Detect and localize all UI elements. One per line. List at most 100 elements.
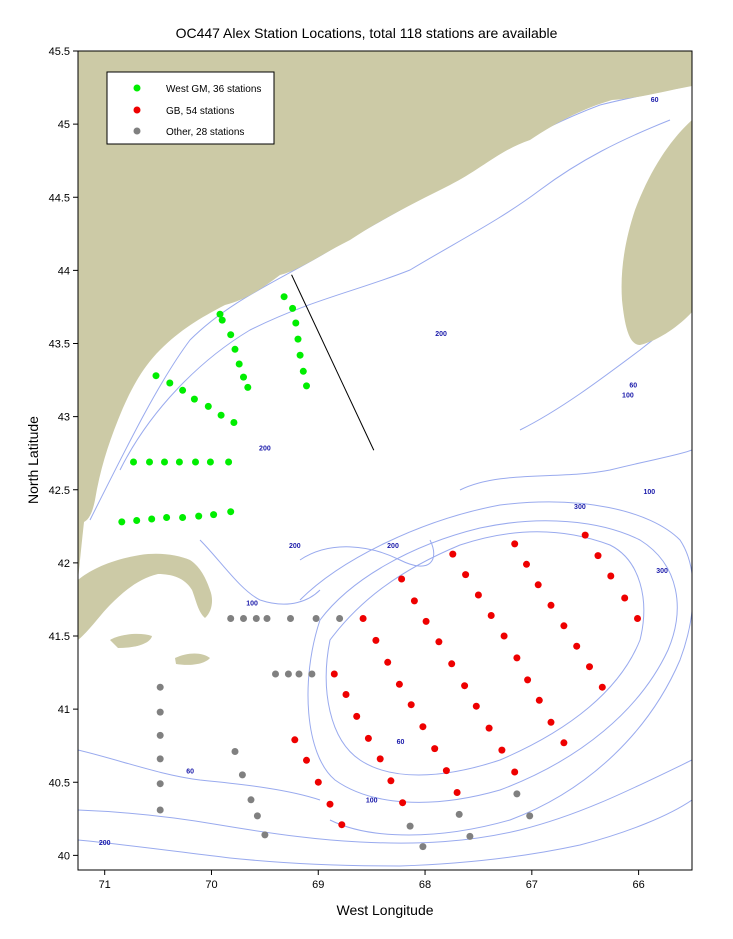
station-marker-s0-30 (148, 516, 155, 523)
station-marker-s0-14 (153, 372, 160, 379)
station-marker-s0-12 (240, 374, 247, 381)
station-marker-s1-0 (582, 532, 589, 539)
station-marker-s2-4 (287, 615, 294, 622)
station-marker-s1-16 (488, 612, 495, 619)
station-marker-s1-15 (475, 592, 482, 599)
station-marker-s2-2 (253, 615, 260, 622)
station-marker-s0-25 (192, 459, 199, 466)
station-marker-s0-4 (297, 352, 304, 359)
station-marker-s1-2 (607, 573, 614, 580)
contour-label-14: 200 (99, 840, 111, 847)
station-marker-s1-44 (353, 713, 360, 720)
contour-label-13: 100 (366, 798, 378, 805)
station-marker-s1-47 (387, 777, 394, 784)
station-marker-s2-1 (240, 615, 247, 622)
station-marker-s2-7 (272, 671, 279, 678)
contour-label-4: 200 (259, 445, 271, 452)
y-tick-label-10: 45 (58, 119, 70, 131)
y-tick-label-6: 43 (58, 412, 70, 424)
station-marker-s1-40 (443, 767, 450, 774)
contour-label-8: 200 (387, 543, 399, 550)
x-tick-label-0: 71 (99, 879, 111, 891)
station-marker-s1-51 (315, 779, 322, 786)
x-tick-label-4: 67 (526, 879, 538, 891)
legend-label-other: Other, 28 stations (166, 127, 244, 138)
station-marker-s1-32 (511, 769, 518, 776)
contour-label-2: 60 (629, 382, 637, 389)
station-marker-s1-30 (486, 725, 493, 732)
contour-label-7: 200 (289, 543, 301, 550)
station-marker-s2-25 (466, 833, 473, 840)
station-marker-s0-9 (227, 331, 234, 338)
station-marker-s0-18 (205, 403, 212, 410)
station-marker-s2-5 (313, 615, 320, 622)
station-marker-s2-10 (308, 671, 315, 678)
station-marker-s2-19 (248, 796, 255, 803)
station-marker-s2-20 (254, 812, 261, 819)
station-marker-s0-31 (163, 514, 170, 521)
legend-marker-gb (134, 107, 141, 114)
contour-label-0: 60 (651, 97, 659, 104)
station-marker-s1-14 (462, 571, 469, 578)
contour-label-11: 60 (397, 739, 405, 746)
station-marker-s0-1 (289, 305, 296, 312)
station-marker-s2-17 (232, 748, 239, 755)
station-marker-s1-37 (408, 701, 415, 708)
station-marker-s0-22 (146, 459, 153, 466)
station-marker-s1-41 (454, 789, 461, 796)
station-marker-s1-23 (398, 576, 405, 583)
y-tick-label-1: 40.5 (49, 777, 70, 789)
contour-label-5: 100 (643, 489, 655, 496)
contour-label-6: 300 (574, 504, 586, 511)
station-marker-s0-13 (244, 384, 251, 391)
station-marker-s1-38 (419, 723, 426, 730)
station-marker-s0-28 (118, 518, 125, 525)
station-marker-s1-17 (501, 633, 508, 640)
station-marker-s2-16 (157, 807, 164, 814)
station-marker-s0-3 (295, 336, 302, 343)
station-marker-s1-29 (473, 703, 480, 710)
station-marker-s2-23 (407, 823, 414, 830)
station-marker-s1-13 (449, 551, 456, 558)
station-marker-s1-21 (548, 719, 555, 726)
station-marker-s0-23 (161, 459, 168, 466)
station-marker-s0-27 (225, 459, 232, 466)
station-marker-s1-18 (513, 654, 520, 661)
contour-label-9: 300 (656, 568, 668, 575)
station-marker-s2-8 (285, 671, 292, 678)
station-marker-s2-26 (513, 790, 520, 797)
station-marker-s2-13 (157, 732, 164, 739)
station-marker-s1-22 (560, 739, 567, 746)
station-marker-s0-29 (133, 517, 140, 524)
station-marker-s1-6 (523, 561, 530, 568)
station-marker-s2-22 (419, 843, 426, 850)
station-marker-s0-17 (191, 396, 198, 403)
station-marker-s1-10 (573, 643, 580, 650)
y-axis-label: North Latitude (25, 385, 41, 535)
station-marker-s2-14 (157, 755, 164, 762)
station-marker-s0-10 (232, 346, 239, 353)
station-marker-s0-32 (179, 514, 186, 521)
station-marker-s1-46 (377, 755, 384, 762)
station-marker-s1-52 (327, 801, 334, 808)
station-marker-s0-11 (236, 361, 243, 368)
x-tick-label-1: 70 (205, 879, 217, 891)
station-marker-s2-11 (157, 684, 164, 691)
station-marker-s0-26 (207, 459, 214, 466)
y-tick-label-2: 41 (58, 704, 70, 716)
station-marker-s1-33 (360, 615, 367, 622)
legend-marker-other (134, 128, 141, 135)
y-tick-label-7: 43.5 (49, 339, 70, 351)
station-marker-s0-8 (219, 317, 226, 324)
station-marker-s2-0 (227, 615, 234, 622)
station-marker-s1-42 (331, 671, 338, 678)
y-tick-label-9: 44.5 (49, 192, 70, 204)
x-axis-ticks: 71 70 69 68 67 66 (99, 870, 645, 891)
station-marker-s0-6 (303, 382, 310, 389)
x-tick-label-3: 68 (419, 879, 431, 891)
station-marker-s0-20 (230, 419, 237, 426)
station-marker-s2-12 (157, 709, 164, 716)
station-marker-s1-36 (396, 681, 403, 688)
x-tick-label-2: 69 (312, 879, 324, 891)
